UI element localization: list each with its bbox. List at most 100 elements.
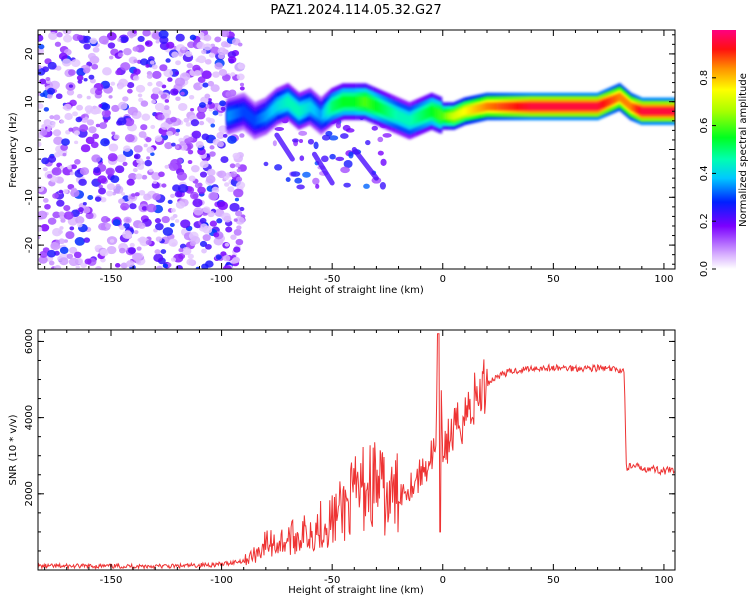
noise-speckle — [201, 263, 209, 269]
ridge-cell — [299, 105, 303, 116]
ridge-cell — [308, 101, 312, 112]
noise-speckle — [202, 234, 211, 242]
ridge-cell — [312, 105, 317, 116]
noise-speckle — [217, 170, 227, 179]
noise-speckle — [197, 76, 206, 83]
x-tick-label: 100 — [654, 575, 673, 586]
noise-speckle — [175, 201, 185, 209]
mid-speckle — [307, 138, 315, 145]
ridge-cell — [315, 107, 319, 118]
noise-speckle — [201, 133, 210, 141]
noise-speckle — [191, 165, 200, 173]
noise-speckle — [82, 202, 87, 206]
noise-speckle — [220, 106, 226, 111]
noise-speckle — [196, 111, 206, 120]
noise-speckle — [196, 41, 206, 50]
noise-speckle — [89, 55, 100, 64]
noise-speckle — [136, 246, 142, 251]
noise-speckle — [63, 103, 72, 111]
ridge-cell — [350, 96, 354, 107]
ridge-cell — [310, 103, 314, 114]
ridge-cell — [454, 111, 458, 119]
noise-speckle — [129, 203, 137, 210]
ridge-cell — [538, 102, 542, 111]
noise-speckle — [170, 193, 175, 198]
noise-speckle — [137, 93, 143, 98]
noise-speckle — [216, 132, 224, 139]
noise-speckle — [217, 201, 229, 211]
noise-speckle — [54, 41, 62, 47]
ridge-cell — [507, 102, 511, 111]
ridge-cell — [445, 112, 449, 120]
noise-speckle — [203, 34, 212, 42]
ridge-cell — [284, 97, 288, 108]
x-tick-label: 50 — [547, 274, 560, 285]
ridge-cell — [651, 107, 655, 116]
noise-speckle — [56, 32, 63, 38]
mid-speckle — [263, 161, 269, 167]
noise-speckle — [56, 199, 65, 207]
ridge-cell — [430, 106, 434, 117]
noise-speckle — [235, 216, 245, 225]
ridge-cell — [587, 102, 591, 111]
noise-speckle — [225, 91, 233, 98]
noise-speckle — [178, 247, 184, 253]
ridge-cell — [509, 102, 514, 111]
mid-speckle — [285, 177, 291, 182]
ridge-cell — [343, 96, 348, 107]
ridge-cell — [600, 100, 604, 109]
noise-speckle — [58, 189, 64, 194]
noise-speckle — [142, 30, 151, 37]
noise-speckle — [112, 219, 121, 226]
ridge-cell — [319, 110, 323, 122]
noise-speckle — [62, 189, 69, 194]
noise-speckle — [210, 84, 220, 93]
noise-speckle — [185, 122, 191, 127]
ridge-cell — [662, 107, 666, 116]
ridge-cell — [423, 108, 427, 120]
ridge-cell — [560, 102, 564, 111]
noise-speckle — [236, 181, 246, 190]
noise-speckle — [237, 42, 243, 47]
noise-speckle — [152, 193, 161, 201]
noise-speckle — [200, 96, 209, 104]
noise-speckle — [174, 219, 180, 223]
noise-speckle — [222, 133, 228, 138]
ridge-cell — [584, 102, 589, 111]
noise-speckle — [66, 253, 74, 260]
noise-speckle — [118, 247, 126, 254]
mid-speckle — [343, 159, 353, 168]
ridge-cell — [262, 111, 266, 123]
noise-speckle — [78, 207, 84, 213]
y-tick-label: 4000 — [24, 405, 35, 430]
ridge-cell — [288, 98, 292, 109]
noise-speckle — [94, 266, 102, 269]
noise-speckle — [108, 55, 114, 60]
ridge-cell — [624, 98, 629, 107]
noise-speckle — [193, 69, 202, 77]
ridge-cell — [622, 96, 626, 105]
noise-speckle — [132, 46, 139, 52]
ridge-cell — [354, 96, 359, 107]
ridge-cell — [668, 107, 673, 116]
mid-speckle — [365, 139, 371, 146]
noise-speckle — [175, 60, 181, 66]
ridge-cell — [633, 104, 637, 113]
noise-speckle — [170, 208, 176, 213]
ridge-cell — [304, 103, 308, 114]
colorbar-tick-label: 0.4 — [699, 165, 710, 181]
noise-speckle — [71, 59, 81, 68]
ridge-cell — [511, 102, 516, 111]
noise-speckle — [158, 30, 169, 39]
noise-speckle — [236, 176, 243, 182]
noise-speckle — [213, 232, 220, 238]
noise-speckle — [39, 129, 48, 136]
ridge-cell — [657, 107, 662, 116]
noise-speckle — [38, 64, 42, 70]
noise-speckle — [170, 257, 176, 262]
snr-y-label: SNR (10 * v/v) — [8, 414, 19, 485]
ridge-cell — [253, 115, 257, 126]
colorbar-gradient — [712, 30, 736, 269]
noise-speckle — [38, 103, 44, 109]
noise-speckle — [127, 88, 133, 94]
